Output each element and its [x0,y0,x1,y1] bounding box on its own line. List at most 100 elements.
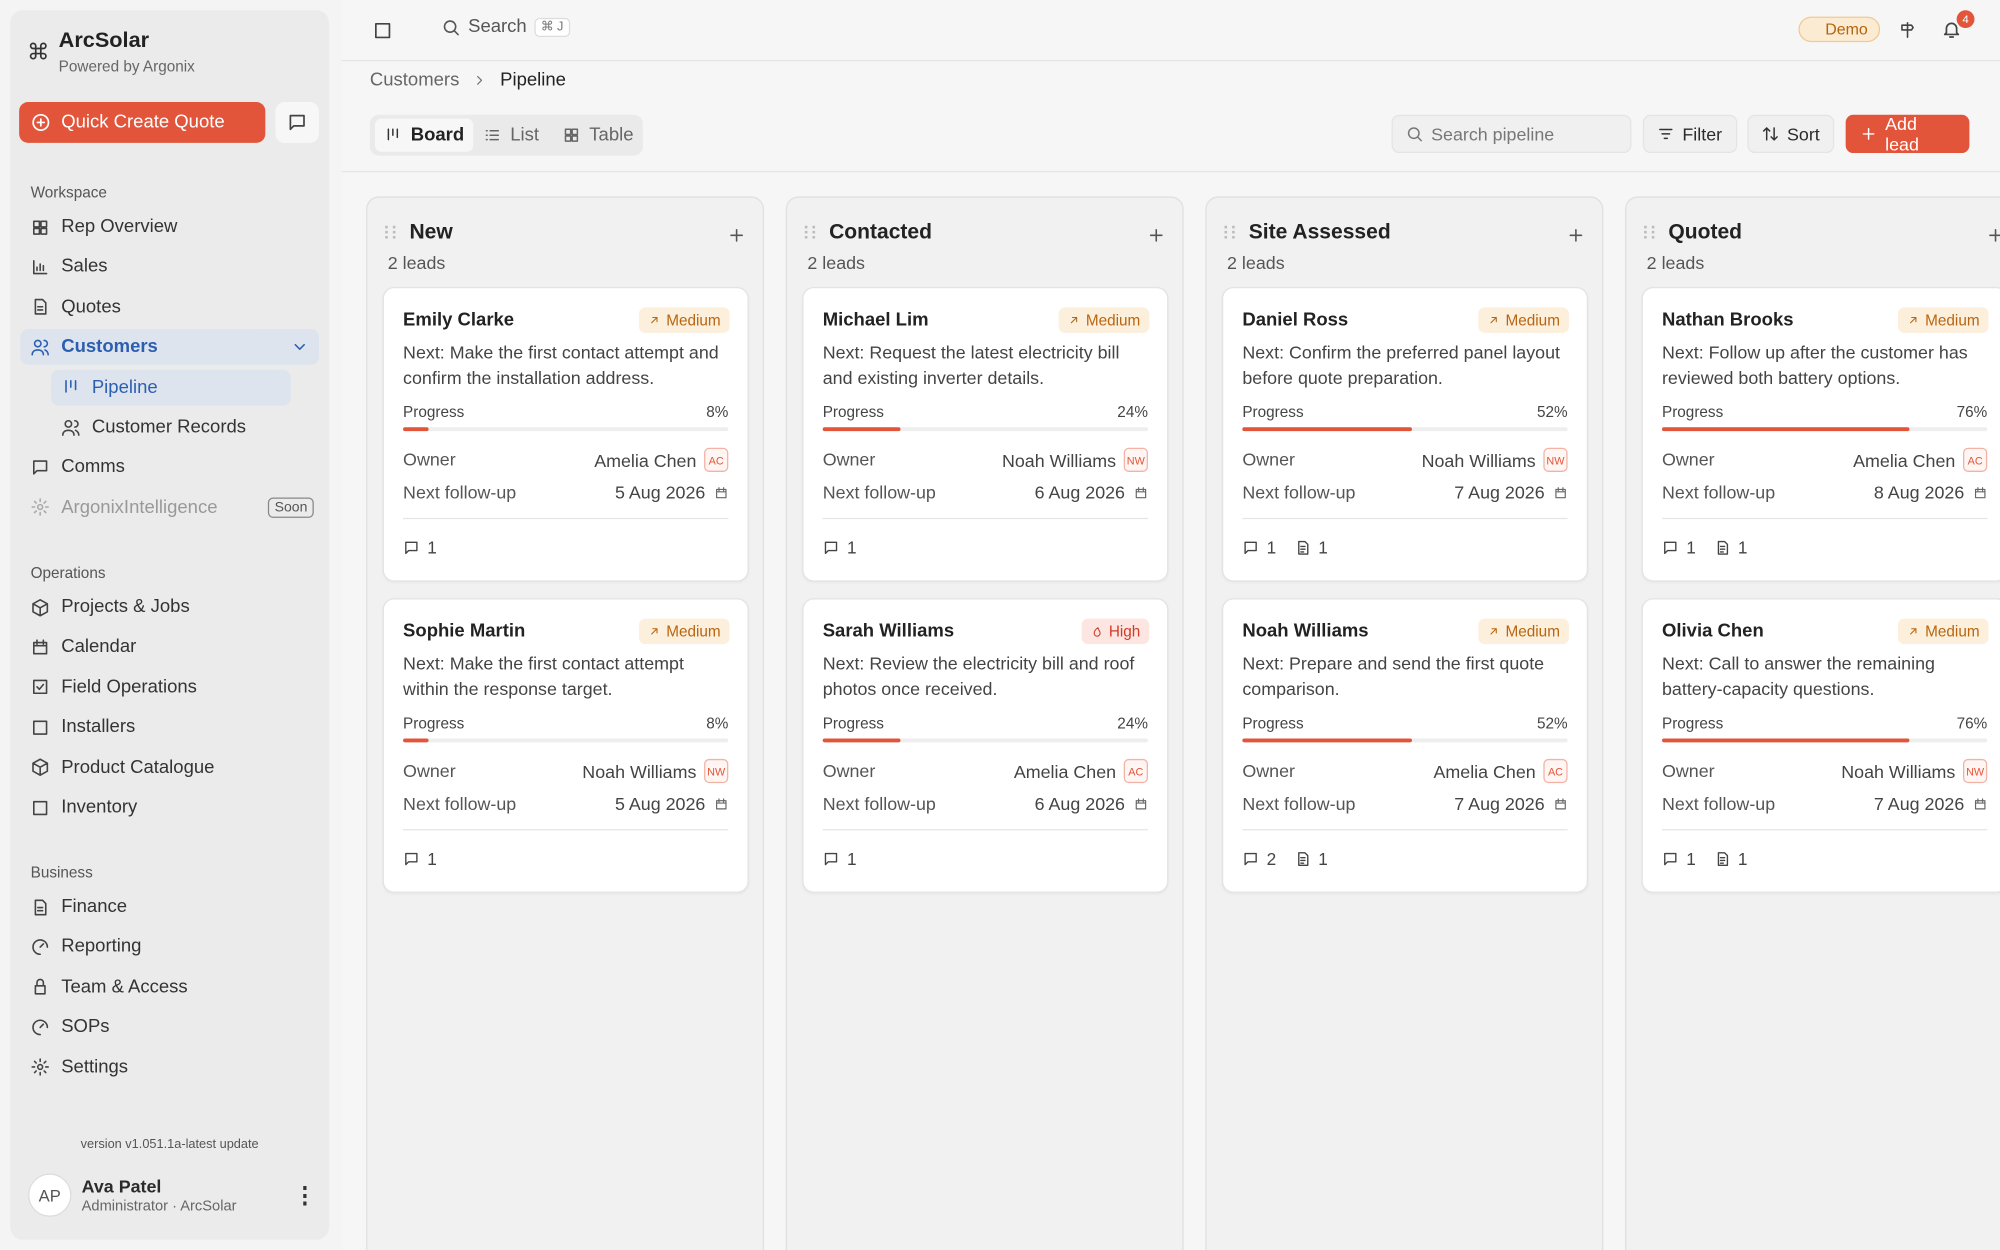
avatar: AP [28,1173,72,1217]
progress-track [1242,738,1568,743]
soon-badge: Soon [268,497,314,518]
next-action: Next: Request the latest electricity bil… [822,341,1120,388]
followup: 7 Aug 2026 [1454,482,1567,503]
user-text: Ava Patel Administrator · ArcSolar [82,1176,237,1214]
add-card-button[interactable] [1986,226,2000,252]
pipeline-column: Site Assessed 2 leads Daniel Ross Medium Nex… [1205,196,1604,1250]
search-placeholder: Search pipeline [1431,123,1555,145]
nav-item[interactable]: Reporting [20,929,318,965]
sort-button[interactable]: Sort [1747,114,1835,154]
user-menu[interactable]: ⋮ [293,1181,317,1208]
progress-label: Progress [403,403,465,421]
followup-date: 7 Aug 2026 [1454,482,1545,503]
pipeline-search[interactable]: Search pipeline [1391,114,1632,154]
filter-button[interactable]: Filter [1642,114,1738,154]
nav-item[interactable]: Inventory [20,790,318,826]
global-search[interactable]: Search ⌘ J [441,17,570,37]
lead-card[interactable]: Sarah Williams High Next: Review the elect… [802,598,1169,893]
quick-create-label: Quick Create Quote [61,112,225,133]
quick-create-button[interactable]: Quick Create Quote [19,102,266,143]
file-count: 1 [1737,538,1748,558]
nav-item[interactable]: Settings [20,1049,318,1085]
chat-button[interactable] [275,102,319,143]
nav-item[interactable]: Comms [20,449,318,485]
icon [405,541,418,555]
lead-card[interactable]: Emily Clarke Medium Next: Make the first c… [382,286,749,582]
notification-count: 4 [1956,10,1975,29]
comment-count: 1 [1266,538,1277,558]
nav-item[interactable]: Installers [20,709,318,745]
nav-item[interactable]: Customers [20,329,319,366]
nav-item[interactable]: Field Operations [20,669,318,705]
view-tab[interactable]: List [474,119,547,152]
priority-label: Medium [1505,622,1560,641]
followup: 6 Aug 2026 [1035,482,1148,503]
progress-value: 8% [706,714,729,733]
priority-label: High [1108,622,1141,641]
nav-item[interactable]: Quotes [20,289,318,325]
priority-badge: Medium [1059,307,1150,333]
main: Search ⌘ J Demo 4 Customers Pipeline Board List… [341,0,2000,1250]
lead-card[interactable]: Michael Lim Medium Next: Request the lates… [802,286,1169,582]
breadcrumb-item[interactable]: Customers [369,70,460,91]
icon [33,639,48,655]
icon [651,316,658,324]
followup-label: Next follow-up [822,793,936,814]
icon [33,800,48,815]
view-switcher: Board List Table [369,114,643,156]
icon [824,541,838,555]
icon [34,299,47,316]
nav-item[interactable]: Team & Access [20,969,318,1005]
progress-track [1661,427,1988,432]
owner-label: Owner [1661,448,1715,470]
add-card-button[interactable] [727,226,746,252]
version-text: version v1.051.1a-latest update [80,1137,259,1152]
nav-item[interactable]: Finance [20,889,318,925]
progress-track [1242,427,1568,432]
add-lead-button[interactable]: Add lead [1845,114,1970,154]
lead-name: Sarah Williams [822,621,955,642]
owner: Noah Williams NW [582,758,729,784]
progress-fill [1242,427,1412,432]
lead-card[interactable]: Nathan Brooks Medium Next: Follow up after… [1641,286,2000,582]
nav-subitem[interactable]: Customer Records [51,409,291,445]
owner-initials: NW [1963,758,1988,784]
sidebar: ArcSolar Powered by Argonix Quick Create Q… [10,10,330,1240]
lead-card[interactable]: Noah Williams Medium Next: Prepare and sen… [1221,598,1589,893]
pipeline-column: Contacted 2 leads Michael Lim Medium Next: R… [785,196,1184,1250]
icon [1135,797,1147,809]
followup: 5 Aug 2026 [615,482,728,503]
nav-item[interactable]: Projects & Jobs [20,589,318,625]
followup-date: 7 Aug 2026 [1454,793,1545,814]
nav-item[interactable]: Product Catalogue [20,749,318,785]
icon [1407,127,1422,142]
icon [33,680,48,695]
nav-item[interactable]: ArgonixIntelligence Soon [20,490,318,526]
lead-card[interactable]: Daniel Ross Medium Next: Confirm the prefe… [1221,286,1589,582]
nav-item[interactable]: Calendar [20,629,318,665]
nav-label: Rep Overview [61,216,178,238]
view-tab[interactable]: Table [554,119,643,152]
progress-track [403,738,729,743]
icon [374,22,391,39]
nav-subitem[interactable]: Pipeline [51,369,291,406]
add-card-button[interactable] [1566,226,1585,252]
lead-card[interactable]: Olivia Chen Medium Next: Call to answer th… [1641,598,2000,893]
column-count: 2 leads [807,252,865,273]
owner-name: Amelia Chen [1433,760,1536,782]
icon [1244,852,1257,866]
icon [32,1019,49,1035]
nav-item[interactable]: SOPs [20,1009,318,1045]
next-action: Next: Call to answer the remaining batte… [1661,653,1935,699]
lead-card[interactable]: Sophie Martin Medium Next: Make the first … [382,598,749,893]
nav-item[interactable]: Rep Overview [20,209,318,245]
view-tab[interactable]: Board [374,118,474,152]
icon [65,380,77,393]
priority-label: Medium [1085,311,1141,330]
nav-item[interactable]: Sales [20,249,318,285]
owner-initials: AC [1123,758,1148,784]
icon [33,219,48,235]
add-card-button[interactable] [1147,226,1166,252]
